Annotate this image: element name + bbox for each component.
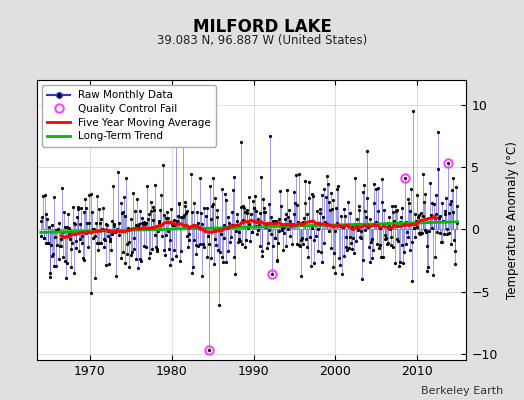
Text: Berkeley Earth: Berkeley Earth xyxy=(421,386,503,396)
Text: 39.083 N, 96.887 W (United States): 39.083 N, 96.887 W (United States) xyxy=(157,34,367,47)
Legend: Raw Monthly Data, Quality Control Fail, Five Year Moving Average, Long-Term Tren: Raw Monthly Data, Quality Control Fail, … xyxy=(42,85,216,146)
Y-axis label: Temperature Anomaly (°C): Temperature Anomaly (°C) xyxy=(506,141,519,299)
Text: MILFORD LAKE: MILFORD LAKE xyxy=(192,18,332,36)
